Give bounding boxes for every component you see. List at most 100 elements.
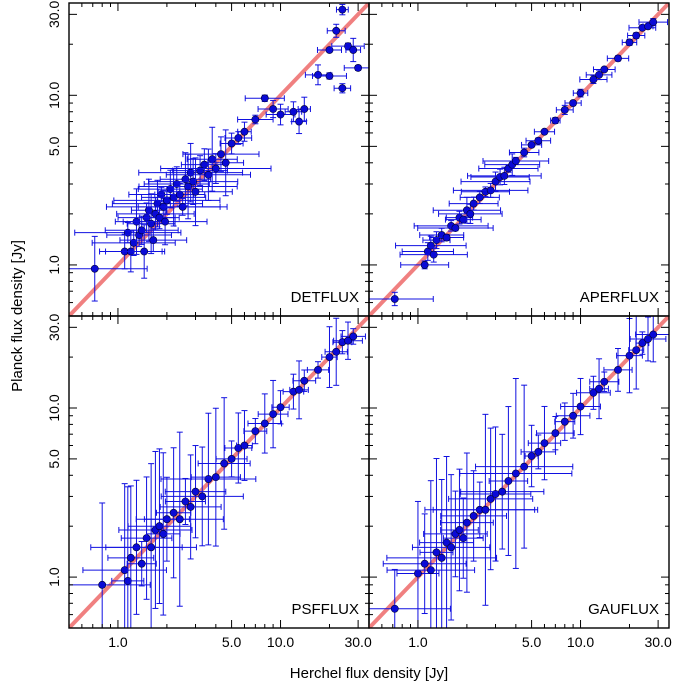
data-point bbox=[160, 530, 167, 537]
data-point bbox=[476, 194, 483, 201]
y-tick-label: 30.0 bbox=[46, 1, 62, 28]
data-point bbox=[421, 560, 428, 567]
data-point bbox=[535, 448, 542, 455]
data-point bbox=[290, 108, 297, 115]
data-point bbox=[91, 265, 98, 272]
data-point bbox=[528, 141, 535, 148]
x-tick-label: 10.0 bbox=[567, 634, 594, 650]
data-point bbox=[512, 157, 519, 164]
panel-plot-area bbox=[54, 316, 369, 675]
data-point bbox=[414, 570, 421, 577]
y-tick-label: 1.0 bbox=[46, 567, 62, 587]
data-point bbox=[650, 19, 657, 26]
data-point bbox=[443, 234, 450, 241]
data-point bbox=[577, 90, 584, 97]
panel-aperflux: APERFLUX bbox=[356, 3, 669, 316]
data-point bbox=[326, 353, 333, 360]
y-tick-label: 10.0 bbox=[46, 394, 62, 421]
data-point bbox=[633, 32, 640, 39]
data-point bbox=[326, 72, 333, 79]
panel-plot-area bbox=[42, 3, 372, 316]
panel-psfflux: 1.0 5.0 10.0 30.0 1.0 5.0 10.0 30.0 PSFFLUX bbox=[46, 313, 372, 674]
data-point bbox=[552, 430, 559, 437]
data-point bbox=[314, 366, 321, 373]
y-tick-label: 30.0 bbox=[46, 313, 62, 340]
y-tick-label: 5.0 bbox=[46, 449, 62, 469]
data-point bbox=[201, 161, 208, 168]
data-point bbox=[339, 6, 346, 13]
data-point bbox=[438, 554, 445, 561]
data-point bbox=[261, 420, 268, 427]
data-point bbox=[217, 151, 224, 158]
data-point bbox=[295, 386, 302, 393]
data-point bbox=[614, 55, 621, 62]
data-point bbox=[99, 581, 106, 588]
data-point bbox=[187, 503, 194, 510]
data-point bbox=[241, 128, 248, 135]
data-point bbox=[182, 498, 189, 505]
data-point bbox=[301, 377, 308, 384]
panel-plot-area bbox=[356, 3, 669, 316]
data-point bbox=[470, 512, 477, 519]
data-point bbox=[391, 295, 398, 302]
data-point bbox=[221, 460, 228, 467]
data-point bbox=[170, 509, 177, 516]
data-point bbox=[199, 493, 206, 500]
data-point bbox=[521, 463, 528, 470]
data-point bbox=[601, 66, 608, 73]
y-tick-label: 5.0 bbox=[46, 136, 62, 156]
data-point bbox=[228, 455, 235, 462]
data-point bbox=[269, 411, 276, 418]
x-tick-label: 30.0 bbox=[644, 634, 671, 650]
x-tick-label: 1.0 bbox=[408, 634, 428, 650]
data-point bbox=[339, 85, 346, 92]
data-point bbox=[162, 218, 169, 225]
data-point bbox=[421, 261, 428, 268]
data-point bbox=[633, 346, 640, 353]
data-point bbox=[241, 442, 248, 449]
data-point bbox=[561, 418, 568, 425]
data-point bbox=[535, 137, 542, 144]
data-point bbox=[569, 99, 576, 106]
data-point bbox=[505, 477, 512, 484]
x-tick-label: 1.0 bbox=[108, 634, 128, 650]
x-tick-label: 10.0 bbox=[267, 634, 294, 650]
data-point bbox=[541, 440, 548, 447]
panel-gauflux: 1.0 5.0 10.0 30.0GAUFLUX bbox=[339, 307, 672, 659]
data-point bbox=[460, 216, 467, 223]
data-point bbox=[121, 566, 128, 573]
data-point bbox=[541, 128, 548, 135]
panel-label: GAUFLUX bbox=[588, 601, 659, 618]
data-point bbox=[148, 544, 155, 551]
data-point bbox=[314, 71, 321, 78]
y-tick-label: 10.0 bbox=[46, 81, 62, 108]
data-point bbox=[501, 172, 508, 179]
panel-label: DETFLUX bbox=[291, 289, 359, 306]
data-point bbox=[350, 46, 357, 53]
data-point bbox=[577, 403, 584, 410]
data-point bbox=[235, 134, 242, 141]
x-axis-title: Herchel flux density [Jy] bbox=[290, 665, 448, 682]
x-tick-label: 30.0 bbox=[344, 634, 371, 650]
data-point bbox=[456, 526, 463, 533]
data-point bbox=[192, 488, 199, 495]
data-point bbox=[601, 378, 608, 385]
data-point bbox=[460, 535, 467, 542]
data-point bbox=[569, 412, 576, 419]
data-point bbox=[650, 331, 657, 338]
data-point bbox=[222, 159, 229, 166]
data-point bbox=[467, 210, 474, 217]
data-point bbox=[391, 605, 398, 612]
data-point bbox=[552, 117, 559, 124]
data-point bbox=[626, 39, 633, 46]
x-tick-label: 5.0 bbox=[222, 634, 242, 650]
data-point bbox=[252, 116, 259, 123]
data-point bbox=[448, 544, 455, 551]
data-point bbox=[427, 566, 434, 573]
y-tick-label: 1.0 bbox=[46, 255, 62, 275]
data-point bbox=[487, 187, 494, 194]
data-point bbox=[333, 27, 340, 34]
data-point bbox=[192, 188, 199, 195]
data-point bbox=[269, 105, 276, 112]
